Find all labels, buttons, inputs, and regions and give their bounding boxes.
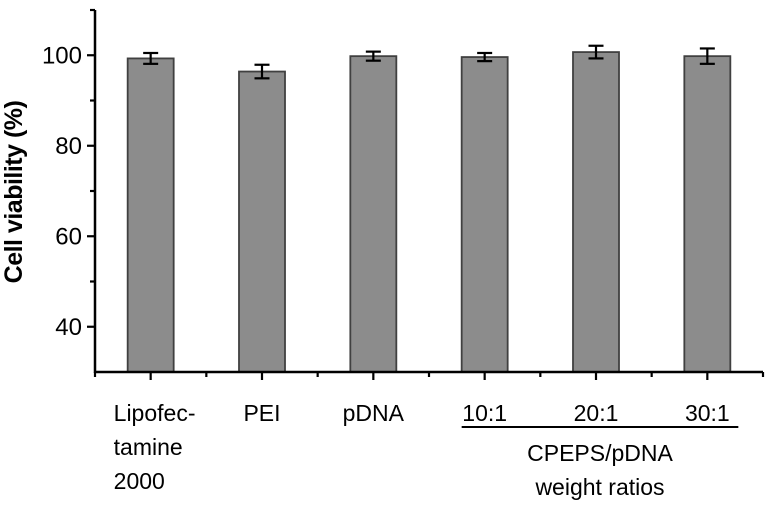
- y-tick-label-40: 40: [55, 314, 82, 341]
- category-label-PEI: PEI: [243, 400, 280, 426]
- y-axis-title: Cell viability (%): [0, 100, 28, 283]
- bar-Lipofectamine 2000: [126, 57, 175, 373]
- bar-10:1: [460, 56, 509, 373]
- category-label-Lipofectamine 2000: Lipofec-: [114, 400, 196, 426]
- category-label-20:1: 20:1: [574, 400, 619, 426]
- group-annotation-label: CPEPS/pDNA: [527, 440, 673, 466]
- y-tick-label-80: 80: [55, 133, 82, 160]
- category-label-Lipofectamine 2000: 2000: [114, 468, 165, 494]
- bar-20:1: [572, 51, 620, 373]
- bar-pDNA: [349, 55, 398, 373]
- category-label-Lipofectamine 2000: tamine: [114, 434, 183, 460]
- category-label-30:1: 30:1: [685, 400, 730, 426]
- category-label-pDNA: pDNA: [343, 400, 405, 426]
- bar-PEI: [238, 70, 286, 373]
- category-label-10:1: 10:1: [462, 400, 507, 426]
- y-tick-label-60: 60: [55, 223, 82, 250]
- y-tick-label-100: 100: [42, 42, 82, 69]
- group-annotation-label: weight ratios: [534, 474, 664, 500]
- bar-30:1: [683, 55, 732, 373]
